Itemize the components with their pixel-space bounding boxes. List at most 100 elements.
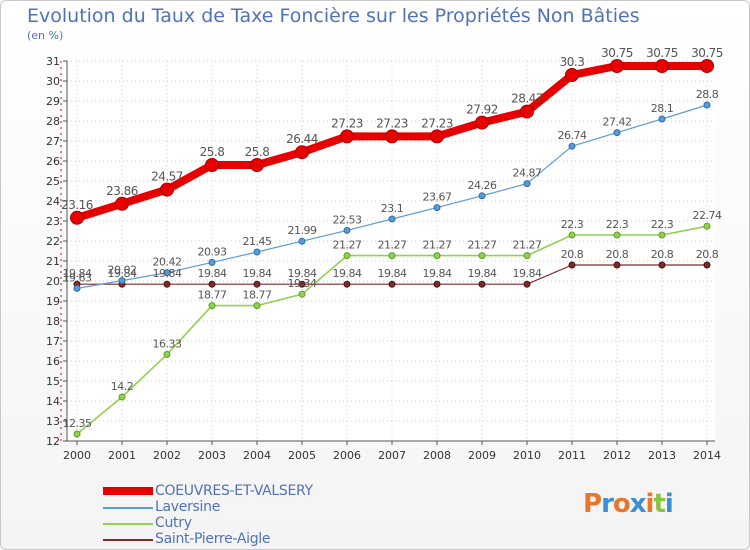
data-label: 23.67: [423, 191, 452, 204]
y-tick-label: 22: [46, 235, 60, 248]
y-tick-label: 24: [46, 195, 60, 208]
data-label: 23.86: [106, 184, 138, 198]
x-tick-label: 2004: [243, 449, 271, 462]
data-label: 12.35: [63, 417, 92, 430]
x-tick-label: 2010: [513, 449, 541, 462]
data-label: 27.92: [466, 103, 498, 117]
data-label: 19.84: [423, 267, 452, 280]
data-label: 20.93: [198, 245, 227, 258]
y-tick-label: 26: [46, 155, 60, 168]
y-tick-label: 16: [46, 355, 60, 368]
proxiti-logo: Proxiti: [583, 489, 674, 519]
y-tick-label: 23: [46, 215, 60, 228]
data-point: [565, 68, 579, 82]
x-tick-label: 2001: [108, 449, 136, 462]
data-point: [388, 280, 396, 288]
data-point: [208, 280, 216, 288]
data-label: 21.27: [468, 239, 497, 252]
data-label: 27.42: [603, 116, 632, 129]
x-tick-label: 2006: [333, 449, 361, 462]
legend-label: Laversine: [155, 499, 221, 515]
y-tick-label: 27: [46, 135, 60, 148]
data-label: 19.84: [108, 267, 137, 280]
x-tick-label: 2009: [468, 449, 496, 462]
data-point: [478, 280, 486, 288]
data-point: [343, 280, 351, 288]
y-tick-label: 31: [46, 55, 60, 68]
data-label: 21.27: [513, 239, 542, 252]
data-label: 18.77: [198, 289, 227, 302]
logo-letter: P: [583, 489, 602, 519]
data-label: 20.02: [108, 264, 137, 277]
data-point: [655, 59, 669, 73]
x-tick-label: 2007: [378, 449, 406, 462]
data-point: [73, 430, 81, 438]
y-tick-label: 12: [46, 435, 60, 448]
data-label: 19.84: [153, 267, 182, 280]
data-point: [658, 261, 666, 269]
y-tick-label: 28: [46, 115, 60, 128]
legend-swatch: [103, 523, 153, 525]
y-tick-label: 21: [46, 255, 60, 268]
data-label: 27.23: [376, 116, 408, 130]
data-point: [298, 237, 306, 245]
chart-title: Evolution du Taux de Taxe Foncière sur l…: [27, 5, 640, 27]
data-label: 19.84: [288, 267, 317, 280]
data-label: 20.8: [651, 248, 674, 261]
data-label: 19.84: [468, 267, 497, 280]
y-tick-label: 17: [46, 335, 60, 348]
data-label: 27.23: [421, 116, 453, 130]
data-label: 20.42: [153, 256, 182, 269]
y-tick-label: 20: [46, 275, 60, 288]
data-point: [163, 269, 171, 277]
y-tick-label: 25: [46, 175, 60, 188]
data-point: [208, 302, 216, 310]
data-point: [523, 180, 531, 188]
x-tick-label: 2013: [648, 449, 676, 462]
data-point: [253, 248, 261, 256]
data-point: [433, 252, 441, 260]
unit-label: (en %): [27, 29, 64, 42]
data-point: [613, 129, 621, 137]
data-label: 30.3: [560, 55, 585, 69]
data-point: [163, 350, 171, 358]
data-point: [163, 280, 171, 288]
data-label: 21.45: [243, 235, 272, 248]
data-point: [253, 302, 261, 310]
data-point: [298, 290, 306, 298]
logo-letter: r: [601, 489, 614, 519]
legend-swatch: [103, 539, 153, 541]
data-point: [250, 158, 264, 172]
x-tick-label: 2005: [288, 449, 316, 462]
y-tick-label: 19: [46, 295, 60, 308]
data-label: 21.99: [288, 224, 317, 237]
data-label: 19.34: [288, 277, 317, 290]
data-point: [433, 204, 441, 212]
data-label: 20.8: [561, 248, 584, 261]
legend-label: Cutry: [155, 515, 192, 531]
data-point: [568, 231, 576, 239]
x-tick-label: 2000: [63, 449, 91, 462]
data-label: 19.84: [63, 267, 92, 280]
data-point: [115, 196, 129, 211]
data-label: 25.8: [200, 145, 225, 159]
logo-letter: x: [629, 489, 647, 519]
data-point: [523, 280, 531, 288]
data-point: [613, 261, 621, 269]
data-point: [340, 129, 354, 144]
data-point: [73, 284, 81, 292]
legend-label: COEUVRES-ET-VALSERY: [155, 483, 313, 499]
data-point: [520, 104, 534, 119]
data-point: [70, 210, 84, 225]
data-label: 20.8: [606, 248, 629, 261]
data-label: 21.27: [423, 239, 452, 252]
data-point: [475, 115, 489, 130]
data-point: [160, 182, 174, 197]
data-label: 16.33: [153, 337, 182, 350]
x-tick-label: 2012: [603, 449, 631, 462]
data-label: 20.8: [696, 248, 719, 261]
data-label: 19.63: [63, 271, 92, 284]
data-point: [610, 59, 624, 73]
legend-swatch: [103, 507, 153, 509]
